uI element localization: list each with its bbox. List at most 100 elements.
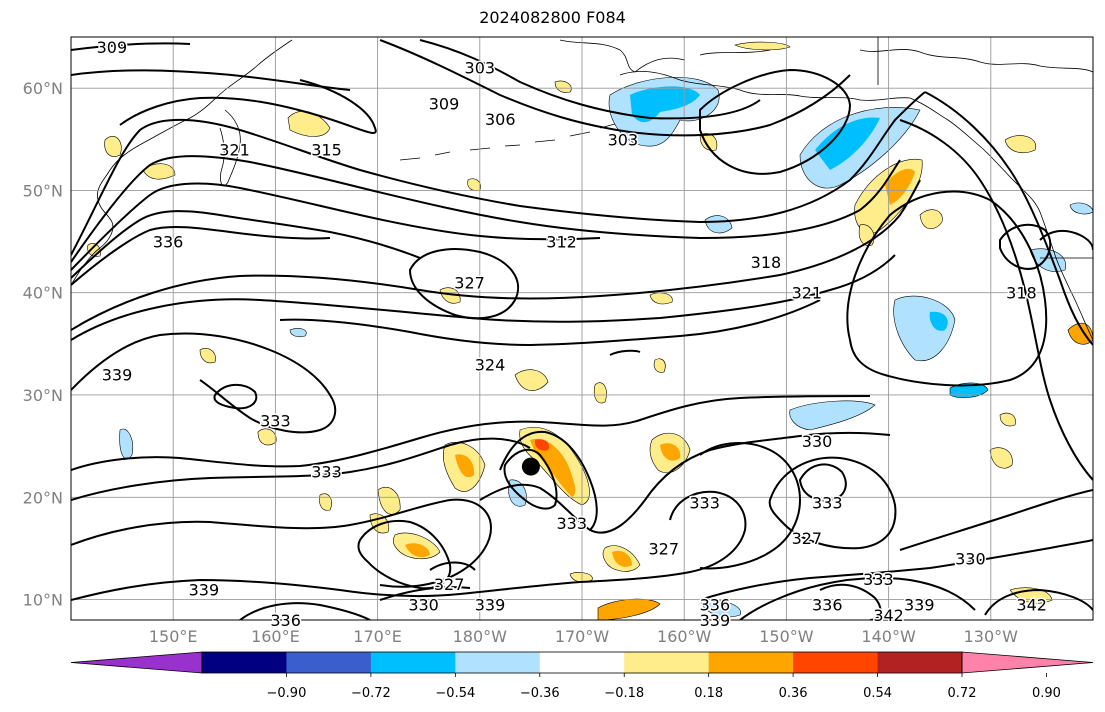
shade-positive-patch xyxy=(319,493,332,511)
shade-positive-patch xyxy=(142,163,176,180)
colorbar-segment xyxy=(455,652,541,673)
longitude-label: 140°W xyxy=(861,627,916,646)
contour-lines xyxy=(71,39,1093,620)
contour-line xyxy=(699,539,1093,601)
contour-value-label: 324 xyxy=(475,355,506,374)
shade-positive-patch xyxy=(377,486,401,515)
latitude-label: 50°N xyxy=(23,181,63,200)
contour-value-label: 342 xyxy=(1016,596,1047,615)
colorbar-tick-label: −0.90 xyxy=(267,686,307,701)
colorbar-tick-label: −0.36 xyxy=(520,686,560,701)
contour-line xyxy=(429,561,476,571)
contour-line xyxy=(279,299,821,347)
contour-line xyxy=(71,332,337,434)
contour-line xyxy=(846,190,1048,387)
storm-center-marker xyxy=(521,457,540,476)
contour-line xyxy=(899,489,1093,551)
contour-value-label: 309 xyxy=(97,38,128,57)
colorbar: −0.90 −0.72 −0.54 −0.36 −0.18 0.18 0.36 0.54 0.7… xyxy=(70,651,1094,701)
latitude-label: 40°N xyxy=(23,284,63,303)
longitude-label: 170°W xyxy=(555,627,610,646)
contour-value-label: 327 xyxy=(454,273,485,292)
colorbar-segment xyxy=(877,652,963,673)
contour-value-label: 330 xyxy=(802,432,833,451)
contour-value-label: 318 xyxy=(1006,284,1037,303)
colorbar-outline xyxy=(201,651,963,674)
latitude-label: 30°N xyxy=(23,386,63,405)
shade-negative-patch xyxy=(704,215,733,234)
colorbar-extend-high xyxy=(961,651,1094,674)
contour-line xyxy=(609,349,641,356)
contour-label-layer: 309 303 309 306 303 315 321 336 312 318 327 321 318 3… xyxy=(95,37,1048,632)
contour-line xyxy=(71,210,421,279)
contour-line xyxy=(499,430,598,531)
contour-line xyxy=(798,463,847,502)
border-line xyxy=(877,37,1093,259)
coastline-alaska xyxy=(619,70,983,149)
colorbar-tick-label: 0.72 xyxy=(948,686,977,701)
contour-value-label: 336 xyxy=(700,596,731,615)
shade-negative-patch xyxy=(789,400,876,431)
colorbar-segment xyxy=(624,652,710,673)
contour-line xyxy=(71,395,871,471)
contour-line xyxy=(71,91,926,256)
contour-line xyxy=(71,490,747,601)
colorbar-tick-label: 0.54 xyxy=(863,686,892,701)
longitude-label: 130°W xyxy=(964,627,1019,646)
storm-marker-layer xyxy=(521,457,540,476)
contour-value-label: 327 xyxy=(648,539,679,558)
coastline-kamchatka xyxy=(219,109,241,187)
shade-positive-patch xyxy=(734,41,791,51)
map-title: 2024082800 F084 xyxy=(479,8,626,27)
contour-line xyxy=(479,431,891,534)
shade-negative-patch xyxy=(630,86,700,123)
shade-negative-patch xyxy=(119,428,133,460)
contour-value-label: 303 xyxy=(465,59,496,78)
shade-positive-patch xyxy=(530,438,576,497)
contour-line xyxy=(71,254,896,341)
contour-line xyxy=(819,583,882,620)
contour-line xyxy=(999,223,1052,270)
contour-line xyxy=(71,155,901,263)
contour-value-label: 333 xyxy=(557,514,588,533)
longitude-label: 160°W xyxy=(657,627,712,646)
longitude-label: 170°E xyxy=(353,627,402,646)
shade-positive-patch xyxy=(653,358,666,373)
colorbar-segment xyxy=(539,652,625,673)
colorbar-tick-label: −0.72 xyxy=(351,686,391,701)
colorbar-segment xyxy=(793,652,879,673)
contour-value-label: 339 xyxy=(102,366,133,385)
contour-value-label: 330 xyxy=(955,550,986,569)
shade-positive-patch xyxy=(597,598,661,620)
colorbar-segment xyxy=(202,652,287,673)
colorbar-tick-label: −0.54 xyxy=(435,686,475,701)
shade-positive-patch xyxy=(999,412,1016,427)
longitude-label: 160°E xyxy=(251,627,300,646)
contour-value-label: 336 xyxy=(153,233,184,252)
shade-positive-patch xyxy=(660,443,681,461)
shade-negative-patch xyxy=(699,599,741,618)
shade-positive-patch xyxy=(593,382,607,404)
contour-value-label: 315 xyxy=(311,141,342,160)
shade-positive-patch xyxy=(569,572,593,583)
longitude-label: 150°E xyxy=(149,627,198,646)
shade-negative-patch xyxy=(815,117,880,170)
colorbar-tick-label: −0.18 xyxy=(604,686,644,701)
contour-value-label: 327 xyxy=(792,529,823,548)
shade-positive-patch xyxy=(439,287,461,304)
shade-positive-patch xyxy=(885,168,915,205)
contour-line xyxy=(71,39,761,120)
contour-line xyxy=(213,383,258,410)
contour-value-label: 309 xyxy=(429,94,460,113)
contour-line xyxy=(984,588,1093,616)
latitude-label: 10°N xyxy=(23,591,63,610)
contour-line xyxy=(768,456,897,550)
contour-line xyxy=(503,448,558,510)
shade-negative-patch xyxy=(929,311,948,331)
longitude-label: 150°W xyxy=(759,627,814,646)
contour-value-label: 318 xyxy=(751,253,782,272)
colorbar-tick-label: 0.18 xyxy=(694,686,723,701)
shade-negative-patch xyxy=(949,382,989,399)
colorbar-tick-label: 0.90 xyxy=(1032,686,1061,701)
shade-positive-patch xyxy=(1004,135,1037,153)
